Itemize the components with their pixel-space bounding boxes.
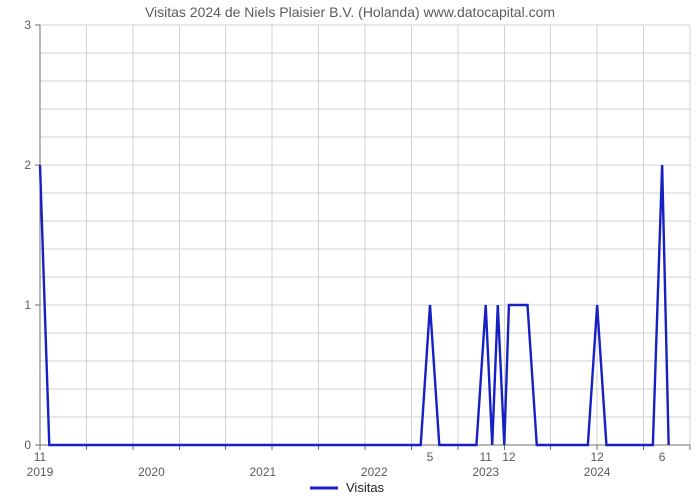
x-point-label: 6	[659, 450, 666, 464]
x-year-label: 2019	[27, 465, 54, 479]
x-point-label: 11	[34, 450, 47, 464]
chart-title: Visitas 2024 de Niels Plaisier B.V. (Hol…	[0, 4, 700, 20]
chart-container: Visitas 2024 de Niels Plaisier B.V. (Hol…	[0, 0, 700, 500]
y-tick-label: 0	[24, 438, 31, 452]
line-chart: 01231151112126201920202021202220232024Vi…	[0, 0, 700, 500]
x-year-label: 2021	[250, 465, 277, 479]
x-year-label: 2020	[138, 465, 165, 479]
x-year-label: 2024	[584, 465, 611, 479]
x-point-label: 11	[479, 450, 492, 464]
x-point-label: 12	[502, 450, 516, 464]
legend-label: Visitas	[346, 480, 385, 495]
x-year-label: 2022	[361, 465, 388, 479]
x-point-label: 12	[590, 450, 604, 464]
x-year-label: 2023	[472, 465, 499, 479]
y-tick-label: 3	[24, 18, 31, 32]
x-point-label: 5	[427, 450, 434, 464]
y-tick-label: 2	[24, 158, 31, 172]
y-tick-label: 1	[24, 298, 31, 312]
